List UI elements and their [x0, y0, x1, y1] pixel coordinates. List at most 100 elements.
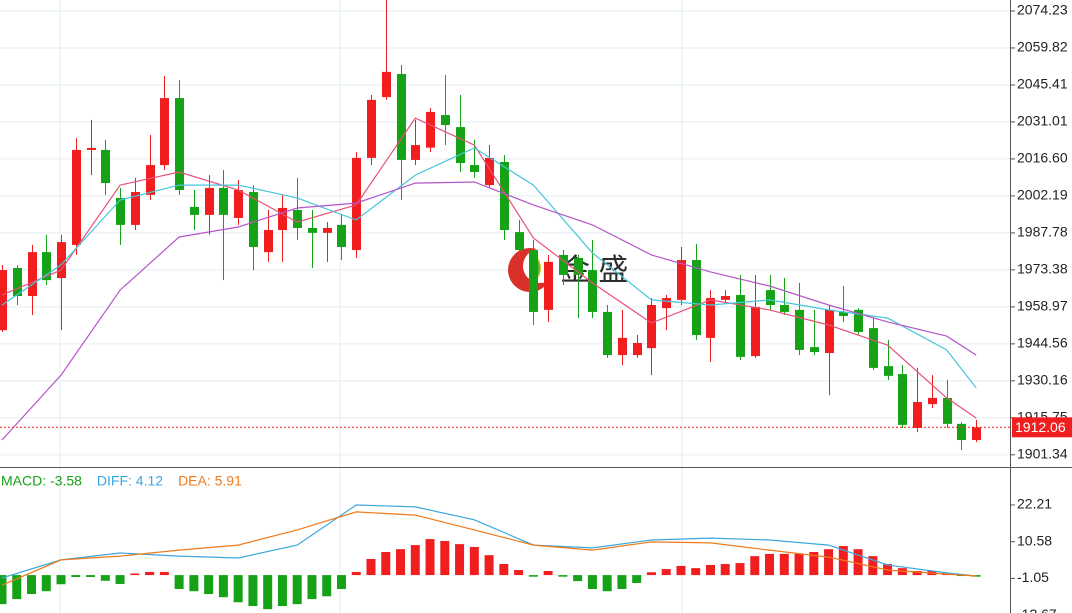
macd-bar — [750, 556, 760, 576]
y-tick-label: 1987.78 — [1017, 224, 1068, 240]
macd-bar — [248, 575, 258, 607]
macd-bar — [705, 564, 715, 576]
candle-body — [146, 165, 155, 195]
y-tick-label: 1901.34 — [1017, 446, 1068, 462]
y-tick-label: 2045.41 — [1017, 76, 1068, 92]
candle-body — [736, 294, 745, 357]
y-tick-label: 2031.01 — [1017, 113, 1068, 129]
macd-bar — [381, 552, 391, 576]
legend-entry: MACD: -3.58 — [1, 473, 82, 489]
macd-bar — [292, 575, 302, 605]
candle-body — [87, 147, 96, 150]
candle-body — [854, 309, 863, 332]
macd-bar — [455, 544, 465, 576]
y-tick-label: 1973.38 — [1017, 261, 1068, 277]
candle-body — [706, 298, 715, 338]
candle-body — [441, 115, 450, 126]
candle-body — [515, 232, 524, 251]
candle-body — [928, 397, 937, 405]
candle-body — [190, 206, 199, 215]
y-tick-label: -12.67 — [1017, 606, 1057, 613]
candle-body — [603, 311, 612, 356]
macd-bar — [484, 555, 494, 576]
candle-body — [544, 261, 553, 310]
candle-body — [588, 270, 597, 312]
macd-bar — [396, 549, 406, 576]
macd-bar — [71, 575, 81, 577]
macd-bar — [912, 570, 922, 576]
candle-body — [249, 192, 258, 247]
y-tick-label: 1930.16 — [1017, 372, 1068, 388]
macd-bar — [351, 571, 361, 576]
y-tick-label: 2074.23 — [1017, 2, 1068, 18]
macd-bar — [765, 553, 775, 576]
macd-bar — [263, 575, 273, 610]
macd-bar — [277, 575, 287, 607]
macd-bar — [307, 575, 317, 600]
candle-body — [0, 270, 7, 331]
candle-body — [839, 311, 848, 317]
line-series — [1, 117, 977, 419]
macd-bar — [602, 575, 612, 592]
macd-bar — [617, 575, 627, 589]
legend-entry: DEA: 5.91 — [178, 473, 242, 489]
candle-body — [323, 227, 332, 233]
macd-bar — [336, 575, 346, 589]
candle-body — [278, 207, 287, 231]
candle-body — [382, 71, 391, 98]
candle-body — [751, 307, 760, 357]
macd-bar — [12, 575, 22, 600]
macd-bar — [661, 569, 671, 576]
candle-body — [766, 290, 775, 306]
macd-bar — [499, 564, 509, 576]
macd-bar — [632, 575, 642, 583]
macd-bar — [56, 575, 66, 585]
candle-body — [57, 242, 66, 279]
watermark: 金 盛 — [508, 248, 628, 292]
y-tick-label: 1958.97 — [1017, 298, 1068, 314]
macd-bar — [86, 575, 96, 577]
macd-bar — [720, 564, 730, 576]
candle-body — [943, 397, 952, 424]
candle-body — [647, 305, 656, 349]
y-tick-label: 1944.56 — [1017, 335, 1068, 351]
y-tick-label: 22.21 — [1017, 496, 1052, 512]
macd-bar — [868, 556, 878, 576]
candle-body — [898, 374, 907, 425]
macd-bar — [587, 575, 597, 589]
candle-body — [28, 252, 37, 297]
candle-body — [13, 268, 22, 297]
candle-body — [308, 227, 317, 233]
candle-body — [677, 260, 686, 300]
candle-body — [618, 337, 627, 356]
candle-body — [559, 254, 568, 275]
candle-body — [913, 402, 922, 428]
macd-bar — [100, 575, 110, 581]
candle-body — [219, 187, 228, 215]
candle-body — [795, 309, 804, 350]
candle-body — [426, 111, 435, 148]
macd-bar — [27, 575, 37, 595]
macd-bar — [543, 570, 553, 576]
candle-body — [160, 98, 169, 166]
candle-body — [456, 127, 465, 164]
candle-body — [411, 145, 420, 160]
candle-body — [293, 210, 302, 228]
macd-bar — [233, 575, 243, 603]
macd-bar — [410, 545, 420, 576]
candle-body — [972, 427, 981, 441]
macd-bar — [159, 571, 169, 576]
candle-body — [234, 189, 243, 218]
macd-bar — [573, 575, 583, 582]
macd-bar — [676, 565, 686, 576]
macd-bar — [0, 575, 7, 605]
y-tick-label: 2059.82 — [1017, 39, 1068, 55]
candle-body — [662, 298, 671, 309]
candle-body — [869, 328, 878, 368]
macd-bar — [115, 575, 125, 584]
candle-body — [692, 260, 701, 336]
y-tick-label: 2016.60 — [1017, 150, 1068, 166]
macd-bar — [809, 552, 819, 576]
macd-bar — [189, 575, 199, 592]
